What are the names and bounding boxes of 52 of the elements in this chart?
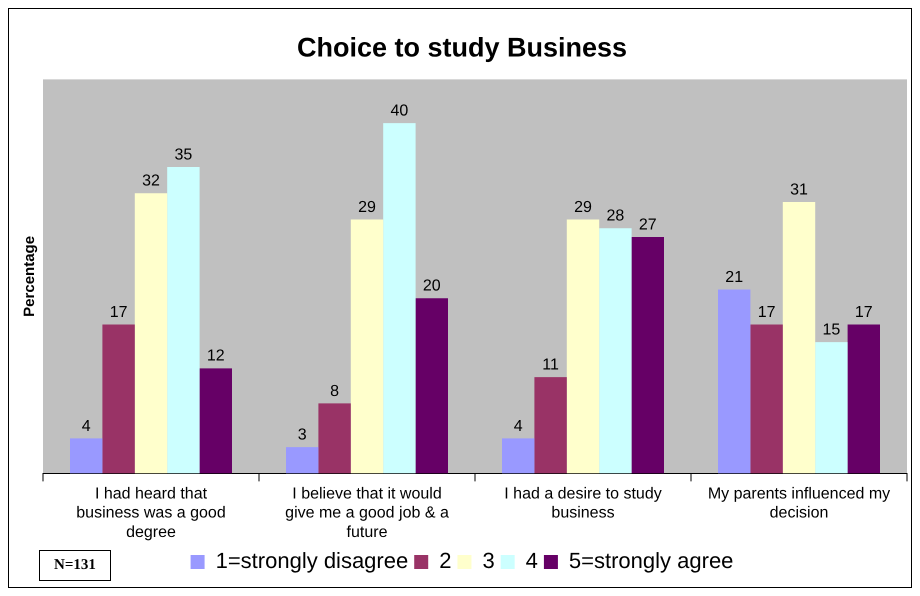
data-label: 29 [574,198,592,216]
legend-label: 3 [482,548,495,574]
bar [815,342,848,474]
bar [782,202,816,474]
bar [534,377,567,474]
data-label: 17 [758,304,776,321]
bar [167,166,200,474]
legend-label: 5=strongly agree [568,548,734,574]
data-label: 4 [82,418,91,435]
bar [632,237,664,474]
data-label: 31 [790,181,808,198]
data-label: 12 [206,348,225,365]
data-label: 28 [606,208,624,225]
legend-label: 2 [439,548,452,574]
data-label: 20 [422,278,441,295]
chart-title: Choice to study Business [296,32,628,63]
x-tick-label: I had a desire to study business [504,485,662,522]
y-axis-title: Percentage [21,236,38,317]
legend-label: 1=strongly disagree [216,548,408,574]
bar [134,193,168,474]
data-label: 8 [330,382,340,400]
data-label: 3 [298,426,307,444]
data-label: 40 [390,102,408,120]
data-label: 17 [854,304,873,321]
data-label: 21 [725,268,744,286]
data-label: 32 [142,172,160,190]
data-label: 17 [110,304,128,321]
bar [750,324,783,474]
bar [848,324,880,474]
x-tick-label: My parents influenced my decision [708,485,890,522]
bar [718,290,750,474]
data-label: 35 [174,146,192,164]
x-tick-label: I had heard that business was a good degree [76,485,226,541]
text: N=131 [39,550,111,581]
data-label: 27 [638,216,657,234]
data-label: 15 [822,321,840,338]
bar [70,438,102,474]
bar [200,368,232,474]
legend-label: 4 [526,548,538,574]
data-label: 29 [358,198,376,216]
bar [286,447,318,474]
bar [502,438,534,474]
bar [566,219,600,474]
bar [383,123,416,474]
bar [318,403,351,474]
data-label: 11 [542,356,560,374]
bar [599,228,632,474]
data-label: 4 [514,418,523,435]
bar [102,324,135,474]
x-tick-label: I believe that it would give me a good job & a future [285,485,449,541]
bar [416,298,448,474]
bar [350,219,384,474]
